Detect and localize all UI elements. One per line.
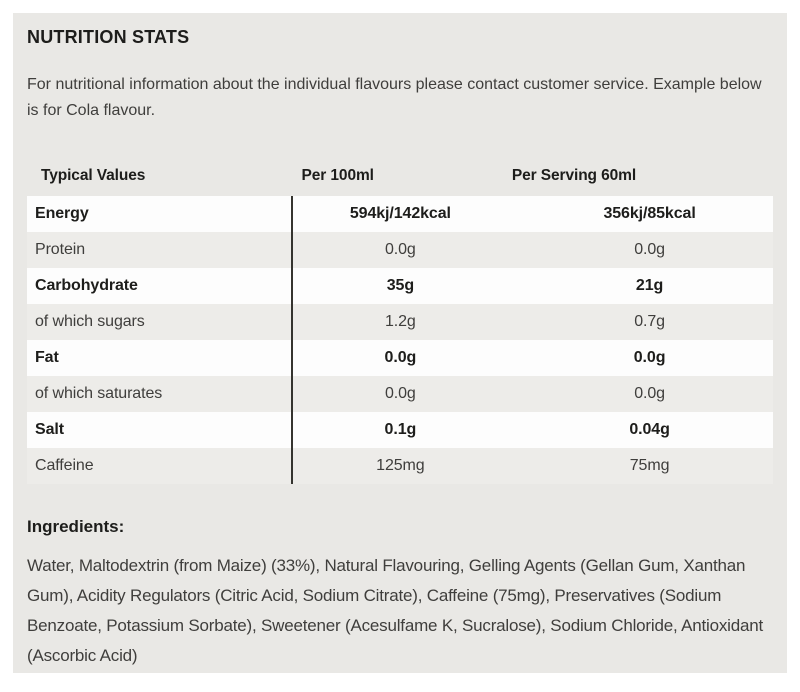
nutrition-stats-panel: NUTRITION STATS For nutritional informat… <box>13 13 787 673</box>
row-label: of which sugars <box>27 304 293 340</box>
table-row: Fat 0.0g 0.0g <box>27 340 773 376</box>
row-value-per-100ml: 35g <box>386 277 414 294</box>
table-header-row: Typical Values Per 100ml Per Serving 60m… <box>27 156 773 196</box>
row-label: Caffeine <box>27 448 293 484</box>
row-label: Salt <box>27 412 293 448</box>
row-value-per-100ml: 594kj/142kcal <box>349 205 451 222</box>
row-value-per-100ml: 125mg <box>376 457 425 474</box>
intro-text: For nutritional information about the in… <box>27 76 762 119</box>
nutrition-table: Typical Values Per 100ml Per Serving 60m… <box>27 156 773 484</box>
row-label: Fat <box>27 340 293 376</box>
row-value-per-serving: 0.04g <box>629 421 670 438</box>
row-value-per-serving: 0.0g <box>634 241 665 258</box>
table-row: Energy 594kj/142kcal 356kj/85kcal <box>27 196 773 232</box>
row-value-per-serving: 0.7g <box>634 313 665 330</box>
table-row: Salt 0.1g 0.04g <box>27 412 773 448</box>
row-value-per-100ml: 0.0g <box>384 241 416 258</box>
row-label: Carbohydrate <box>27 268 293 304</box>
row-value-per-serving: 21g <box>635 277 664 294</box>
row-value-per-serving: 0.0g <box>634 385 665 402</box>
row-value-per-100ml: 1.2g <box>384 313 416 330</box>
row-value-per-serving: 356kj/85kcal <box>603 205 696 222</box>
table-row: Protein 0.0g 0.0g <box>27 232 773 268</box>
table-row: Caffeine 125mg 75mg <box>27 448 773 484</box>
ingredients-title: Ingredients: <box>27 517 125 536</box>
column-header-per-serving-60ml: Per Serving 60ml <box>511 167 637 184</box>
ingredients-text: Water, Maltodextrin (from Maize) (33%), … <box>27 556 763 665</box>
column-header-typical-values: Typical Values <box>41 167 146 184</box>
row-value-per-serving: 75mg <box>629 457 670 474</box>
row-label: Energy <box>27 196 293 232</box>
column-header-per-100ml: Per 100ml <box>301 167 374 184</box>
row-value-per-100ml: 0.0g <box>384 385 416 402</box>
page-title: NUTRITION STATS <box>27 27 190 47</box>
table-body: Energy 594kj/142kcal 356kj/85kcal Protei… <box>27 196 773 484</box>
table-row: Carbohydrate 35g 21g <box>27 268 773 304</box>
row-label: of which saturates <box>27 376 293 412</box>
row-value-per-serving: 0.0g <box>633 349 666 366</box>
table-row: of which sugars 1.2g 0.7g <box>27 304 773 340</box>
row-label: Protein <box>27 232 293 268</box>
row-value-per-100ml: 0.1g <box>384 421 417 438</box>
table-row: of which saturates 0.0g 0.0g <box>27 376 773 412</box>
row-value-per-100ml: 0.0g <box>384 349 417 366</box>
